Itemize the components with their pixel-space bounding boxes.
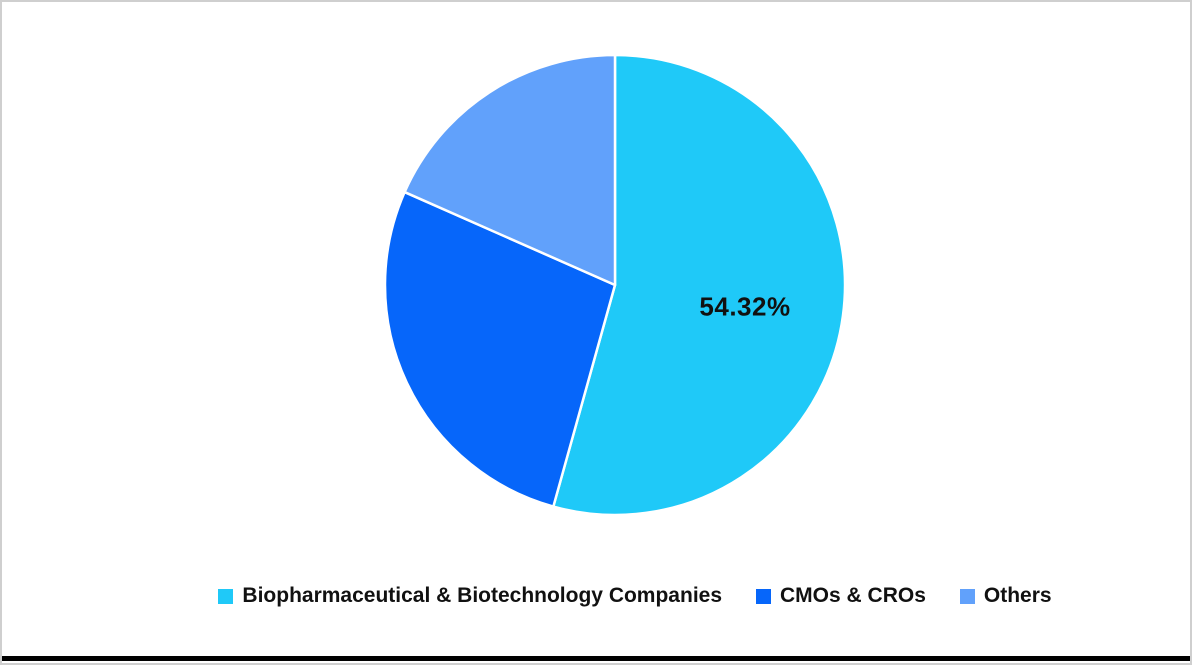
legend-item-biopharma: Biopharmaceutical & Biotechnology Compan… [218,584,722,608]
legend-swatch-biopharma [218,588,234,604]
pie-chart [380,50,850,520]
legend-label-cmos-cros: CMOs & CROs [780,584,926,607]
bottom-rule [2,656,1190,661]
pie-chart-svg [383,53,847,517]
pie-slice-1 [383,190,617,508]
pie-slice-data-label: 54.32% [699,291,791,322]
legend-label-biopharma: Biopharmaceutical & Biotechnology Compan… [242,584,723,607]
pie-slice-2 [403,53,617,287]
pie-slice-0 [552,53,847,517]
legend-swatch-cmos-cros [756,588,772,604]
legend-item-others: Others [959,584,1052,608]
legend-item-cmos-cros: CMOs & CROs [756,584,926,608]
legend-label-others: Others [983,584,1052,607]
legend: Biopharmaceutical & Biotechnology Compan… [41,584,1192,608]
legend-swatch-others [959,588,975,604]
